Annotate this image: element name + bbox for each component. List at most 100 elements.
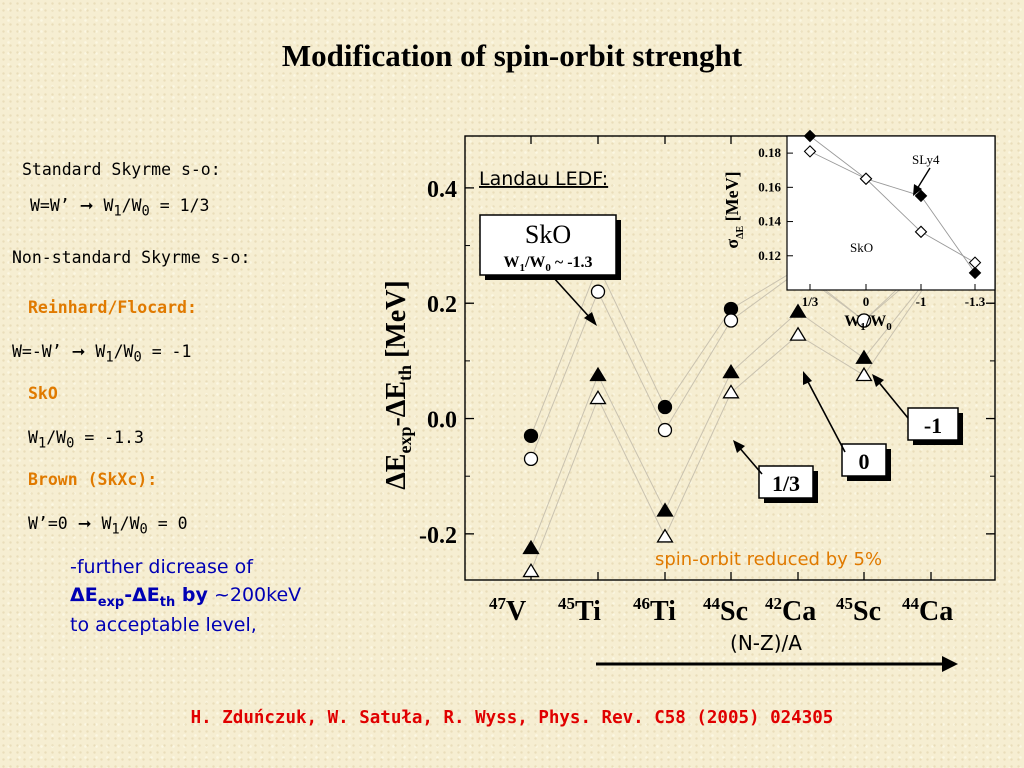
box-zero bbox=[841, 443, 887, 477]
main-data-point bbox=[789, 303, 807, 318]
inset-x-tick-label: -1 bbox=[916, 294, 927, 309]
brown-heading: Brown (SkXc): bbox=[28, 470, 158, 489]
main-data-point bbox=[855, 349, 873, 364]
sko-box-ratio: W1/W0 ~ -1.3 bbox=[503, 254, 592, 274]
inset-legend-sko: SkO bbox=[850, 240, 873, 255]
nucleus-label: 45Ti bbox=[558, 594, 601, 627]
arrow-right-icon: ➞ bbox=[77, 514, 92, 533]
inset-data-point bbox=[968, 256, 982, 269]
inset-frame bbox=[786, 135, 996, 291]
inset-x-tick-label: -1.3 bbox=[965, 294, 986, 309]
main-data-point bbox=[657, 399, 673, 415]
brown-relation: W’=0 ➞ W1/W0 = 0 bbox=[28, 514, 188, 538]
standard-skyrme-relation: W=W’ ➞ W1/W0 = 1/3 bbox=[30, 196, 210, 220]
main-data-point bbox=[656, 528, 674, 543]
sko-arrow-line bbox=[552, 276, 593, 321]
standard-skyrme-heading: Standard Skyrme s-o: bbox=[22, 160, 221, 179]
main-data-point bbox=[589, 366, 607, 382]
third-arrow-line bbox=[737, 445, 763, 475]
inset-data-point bbox=[803, 129, 817, 143]
inset-y-tick-label: 0.18 bbox=[758, 145, 781, 160]
xlabel-arrow-head-icon bbox=[942, 656, 958, 672]
brown-rhs: = 0 bbox=[157, 514, 188, 533]
reinhard-rhs: = -1 bbox=[151, 342, 192, 361]
box-minus1-label: -1 bbox=[924, 413, 942, 438]
main-data-point bbox=[523, 451, 539, 467]
main-data-point bbox=[522, 539, 540, 555]
sko-rhs: = -1.3 bbox=[84, 428, 144, 447]
main-data-point bbox=[522, 562, 540, 578]
inset-x-ticks: 1/3 0 -1 -1.3 bbox=[802, 284, 986, 309]
sly4-arrow-line bbox=[916, 167, 931, 190]
citation: H. Zduńczuk, W. Satuła, R. Wyss, Phys. R… bbox=[190, 708, 834, 728]
main-data-point bbox=[722, 384, 740, 399]
inset-y-tick-label: 0.16 bbox=[758, 179, 781, 194]
reinhard-flocard-heading: Reinhard/Flocard: bbox=[28, 298, 197, 317]
box-third-label: 1/3 bbox=[772, 471, 800, 496]
main-data-point bbox=[589, 389, 607, 405]
inset-x-axis-label: W1/W0 bbox=[844, 313, 892, 333]
arrow-right-icon: ➞ bbox=[79, 196, 94, 215]
note-line-2: ΔEexp-ΔEth by ~200keV bbox=[70, 584, 302, 610]
sko-box bbox=[479, 214, 617, 276]
nucleus-label: 42Ca bbox=[765, 594, 816, 627]
note-value: ~200keV bbox=[213, 584, 302, 606]
main-data-point bbox=[789, 326, 807, 341]
inset-data-point bbox=[968, 266, 982, 280]
third-arrow-head-icon bbox=[733, 440, 745, 453]
brown-lhs: W’=0 bbox=[28, 514, 68, 533]
arrow-right-icon: ➞ bbox=[71, 342, 86, 361]
note-by: by bbox=[181, 584, 208, 606]
minus1-arrow-line bbox=[876, 379, 909, 419]
main-y-tick-label: 0.2 bbox=[427, 292, 457, 318]
inset-y-tick-label: 0.12 bbox=[758, 248, 781, 263]
main-data-point bbox=[656, 502, 674, 517]
inset-x-tick-label: 1/3 bbox=[802, 294, 819, 309]
sko-arrow-head-icon bbox=[584, 312, 597, 326]
box-third bbox=[758, 465, 814, 499]
zero-arrow-line bbox=[805, 377, 846, 453]
nucleus-label: 46Ti bbox=[633, 594, 676, 627]
main-y-tick-label: 0.4 bbox=[427, 177, 457, 203]
inset-series-line bbox=[809, 150, 976, 264]
main-y-ticks: -0.2 0.0 0.2 0.4 bbox=[419, 136, 995, 580]
note-line-3: to acceptable level, bbox=[70, 614, 257, 636]
main-y-tick-label: -0.2 bbox=[419, 523, 457, 549]
inset-y-ticks: 0.12 0.14 0.16 0.18 bbox=[758, 145, 793, 263]
main-data-point bbox=[590, 284, 606, 299]
main-data-point bbox=[657, 422, 673, 438]
nuclei-labels: 47V 45Ti 46Ti 44Sc 42Ca 45Sc 44Ca bbox=[489, 594, 953, 627]
main-y-tick-label: 0.0 bbox=[427, 408, 457, 434]
nucleus-label: 47V bbox=[489, 594, 526, 627]
nucleus-label: 44Ca bbox=[902, 594, 953, 627]
inset-legend-sly4: SLy4 bbox=[912, 152, 940, 167]
inset-y-tick-label: 0.14 bbox=[758, 214, 781, 229]
sko-relation: W1/W0 = -1.3 bbox=[28, 428, 144, 452]
reduction-note: spin-orbit reduced by 5% bbox=[655, 549, 882, 570]
main-plot-frame bbox=[464, 135, 996, 581]
main-x-axis-label: (N-Z)/A bbox=[730, 631, 802, 655]
nucleus-label: 45Sc bbox=[836, 594, 881, 627]
main-data-point bbox=[856, 313, 872, 328]
zero-arrow-head-icon bbox=[803, 371, 812, 385]
inset-data-point bbox=[803, 145, 817, 158]
main-data-point bbox=[855, 366, 873, 382]
inset-series-line bbox=[809, 135, 976, 274]
inset-data-point bbox=[914, 225, 928, 239]
sko-heading: SkO bbox=[28, 384, 58, 403]
inset-series-marks bbox=[803, 129, 982, 280]
main-data-point bbox=[723, 313, 739, 328]
note-line-1: -further dicrease of bbox=[70, 556, 253, 578]
landau-label: Landau LEDF: bbox=[479, 168, 608, 190]
main-y-axis-label: ΔEexp-ΔEth [MeV] bbox=[381, 280, 415, 490]
main-data-point bbox=[722, 364, 740, 379]
inset-data-point bbox=[859, 172, 873, 186]
standard-lhs: W=W’ bbox=[30, 196, 70, 215]
standard-rhs: = 1/3 bbox=[159, 196, 210, 215]
nonstandard-skyrme-heading: Non-standard Skyrme s-o: bbox=[12, 248, 251, 267]
minus1-arrow-head-icon bbox=[872, 374, 884, 387]
inset-series-lines bbox=[809, 135, 976, 274]
main-data-point bbox=[523, 428, 539, 443]
box-zero-label: 0 bbox=[859, 449, 870, 474]
